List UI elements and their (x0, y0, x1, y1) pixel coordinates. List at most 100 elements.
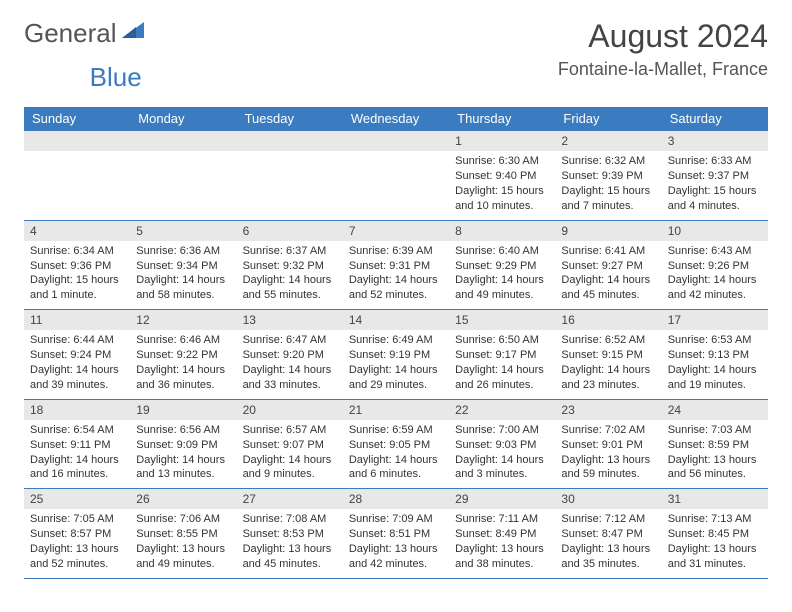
day-number: 25 (24, 489, 130, 509)
sunset-text: Sunset: 9:07 PM (243, 438, 337, 453)
daylight-text: Daylight: 14 hours and 19 minutes. (668, 363, 762, 393)
day-number: 15 (449, 310, 555, 330)
daylight-text: Daylight: 14 hours and 3 minutes. (455, 453, 549, 483)
day-header-row: Sunday Monday Tuesday Wednesday Thursday… (24, 107, 768, 130)
sunset-text: Sunset: 8:45 PM (668, 527, 762, 542)
sunset-text: Sunset: 8:57 PM (30, 527, 124, 542)
sunrise-text: Sunrise: 6:52 AM (561, 333, 655, 348)
week-row: 25Sunrise: 7:05 AMSunset: 8:57 PMDayligh… (24, 488, 768, 579)
day-header: Thursday (449, 107, 555, 130)
day-cell (343, 131, 449, 220)
day-cell: 29Sunrise: 7:11 AMSunset: 8:49 PMDayligh… (449, 489, 555, 578)
day-number: 7 (343, 221, 449, 241)
sunset-text: Sunset: 8:51 PM (349, 527, 443, 542)
sunrise-text: Sunrise: 6:53 AM (668, 333, 762, 348)
day-content: Sunrise: 7:09 AMSunset: 8:51 PMDaylight:… (343, 509, 449, 577)
day-number: 2 (555, 131, 661, 151)
day-content: Sunrise: 7:05 AMSunset: 8:57 PMDaylight:… (24, 509, 130, 577)
sunrise-text: Sunrise: 7:08 AM (243, 512, 337, 527)
daylight-text: Daylight: 14 hours and 29 minutes. (349, 363, 443, 393)
day-cell: 19Sunrise: 6:56 AMSunset: 9:09 PMDayligh… (130, 400, 236, 489)
day-number: 4 (24, 221, 130, 241)
day-content: Sunrise: 6:41 AMSunset: 9:27 PMDaylight:… (555, 241, 661, 309)
daylight-text: Daylight: 14 hours and 49 minutes. (455, 273, 549, 303)
daylight-text: Daylight: 14 hours and 33 minutes. (243, 363, 337, 393)
day-cell: 5Sunrise: 6:36 AMSunset: 9:34 PMDaylight… (130, 221, 236, 310)
sunset-text: Sunset: 8:53 PM (243, 527, 337, 542)
day-number: 1 (449, 131, 555, 151)
day-content: Sunrise: 6:39 AMSunset: 9:31 PMDaylight:… (343, 241, 449, 309)
day-content: Sunrise: 6:57 AMSunset: 9:07 PMDaylight:… (237, 420, 343, 488)
day-cell: 31Sunrise: 7:13 AMSunset: 8:45 PMDayligh… (662, 489, 768, 578)
day-content: Sunrise: 7:00 AMSunset: 9:03 PMDaylight:… (449, 420, 555, 488)
sunrise-text: Sunrise: 6:54 AM (30, 423, 124, 438)
day-header: Wednesday (343, 107, 449, 130)
daylight-text: Daylight: 14 hours and 58 minutes. (136, 273, 230, 303)
day-cell: 23Sunrise: 7:02 AMSunset: 9:01 PMDayligh… (555, 400, 661, 489)
day-cell: 24Sunrise: 7:03 AMSunset: 8:59 PMDayligh… (662, 400, 768, 489)
day-number: 26 (130, 489, 236, 509)
day-number: 17 (662, 310, 768, 330)
day-cell: 2Sunrise: 6:32 AMSunset: 9:39 PMDaylight… (555, 131, 661, 220)
sunrise-text: Sunrise: 6:47 AM (243, 333, 337, 348)
day-cell: 18Sunrise: 6:54 AMSunset: 9:11 PMDayligh… (24, 400, 130, 489)
sunset-text: Sunset: 9:39 PM (561, 169, 655, 184)
sunset-text: Sunset: 9:09 PM (136, 438, 230, 453)
day-content: Sunrise: 7:08 AMSunset: 8:53 PMDaylight:… (237, 509, 343, 577)
sunset-text: Sunset: 8:47 PM (561, 527, 655, 542)
daylight-text: Daylight: 13 hours and 49 minutes. (136, 542, 230, 572)
daylight-text: Daylight: 15 hours and 4 minutes. (668, 184, 762, 214)
daylight-text: Daylight: 14 hours and 16 minutes. (30, 453, 124, 483)
daylight-text: Daylight: 14 hours and 45 minutes. (561, 273, 655, 303)
sunrise-text: Sunrise: 6:36 AM (136, 244, 230, 259)
day-number: 27 (237, 489, 343, 509)
sunrise-text: Sunrise: 7:13 AM (668, 512, 762, 527)
sunset-text: Sunset: 8:59 PM (668, 438, 762, 453)
day-number: 18 (24, 400, 130, 420)
empty-day-band (24, 131, 130, 151)
day-content: Sunrise: 6:56 AMSunset: 9:09 PMDaylight:… (130, 420, 236, 488)
day-content: Sunrise: 6:44 AMSunset: 9:24 PMDaylight:… (24, 330, 130, 398)
day-content: Sunrise: 6:46 AMSunset: 9:22 PMDaylight:… (130, 330, 236, 398)
week-row: 11Sunrise: 6:44 AMSunset: 9:24 PMDayligh… (24, 309, 768, 399)
daylight-text: Daylight: 14 hours and 42 minutes. (668, 273, 762, 303)
daylight-text: Daylight: 13 hours and 45 minutes. (243, 542, 337, 572)
sunset-text: Sunset: 9:13 PM (668, 348, 762, 363)
empty-day-band (237, 131, 343, 151)
day-cell: 21Sunrise: 6:59 AMSunset: 9:05 PMDayligh… (343, 400, 449, 489)
day-number: 5 (130, 221, 236, 241)
daylight-text: Daylight: 14 hours and 36 minutes. (136, 363, 230, 393)
day-content: Sunrise: 7:06 AMSunset: 8:55 PMDaylight:… (130, 509, 236, 577)
day-number: 16 (555, 310, 661, 330)
day-content: Sunrise: 7:12 AMSunset: 8:47 PMDaylight:… (555, 509, 661, 577)
day-cell: 14Sunrise: 6:49 AMSunset: 9:19 PMDayligh… (343, 310, 449, 399)
sunrise-text: Sunrise: 7:03 AM (668, 423, 762, 438)
day-header: Saturday (662, 107, 768, 130)
sunrise-text: Sunrise: 6:39 AM (349, 244, 443, 259)
daylight-text: Daylight: 13 hours and 59 minutes. (561, 453, 655, 483)
sunrise-text: Sunrise: 7:11 AM (455, 512, 549, 527)
sunrise-text: Sunrise: 7:06 AM (136, 512, 230, 527)
month-title: August 2024 (558, 18, 768, 55)
sunrise-text: Sunrise: 6:49 AM (349, 333, 443, 348)
logo-text-general: General (24, 18, 117, 49)
day-content: Sunrise: 6:43 AMSunset: 9:26 PMDaylight:… (662, 241, 768, 309)
day-cell: 7Sunrise: 6:39 AMSunset: 9:31 PMDaylight… (343, 221, 449, 310)
day-number: 31 (662, 489, 768, 509)
day-header: Sunday (24, 107, 130, 130)
day-number: 23 (555, 400, 661, 420)
day-content: Sunrise: 6:40 AMSunset: 9:29 PMDaylight:… (449, 241, 555, 309)
sunrise-text: Sunrise: 7:05 AM (30, 512, 124, 527)
sunrise-text: Sunrise: 7:09 AM (349, 512, 443, 527)
sunrise-text: Sunrise: 7:12 AM (561, 512, 655, 527)
sunset-text: Sunset: 9:20 PM (243, 348, 337, 363)
day-content: Sunrise: 6:36 AMSunset: 9:34 PMDaylight:… (130, 241, 236, 309)
day-content: Sunrise: 6:33 AMSunset: 9:37 PMDaylight:… (662, 151, 768, 219)
sunrise-text: Sunrise: 6:59 AM (349, 423, 443, 438)
day-content: Sunrise: 7:02 AMSunset: 9:01 PMDaylight:… (555, 420, 661, 488)
day-header: Tuesday (237, 107, 343, 130)
sunrise-text: Sunrise: 6:37 AM (243, 244, 337, 259)
day-content: Sunrise: 7:03 AMSunset: 8:59 PMDaylight:… (662, 420, 768, 488)
daylight-text: Daylight: 14 hours and 9 minutes. (243, 453, 337, 483)
sunrise-text: Sunrise: 6:41 AM (561, 244, 655, 259)
